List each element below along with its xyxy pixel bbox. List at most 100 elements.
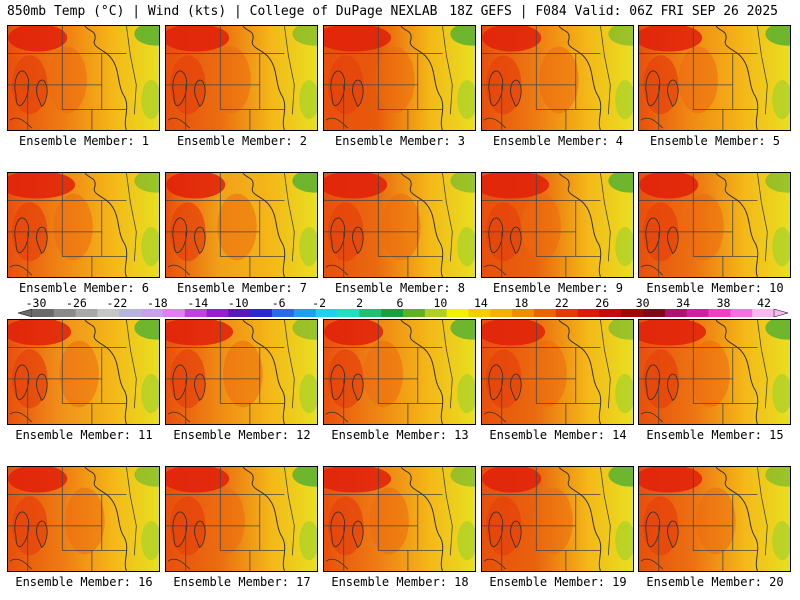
ensemble-map-panel bbox=[481, 25, 634, 131]
colorbar-tick-label: -26 bbox=[66, 296, 87, 310]
cool-patch-east bbox=[457, 79, 475, 120]
warm-tongue bbox=[539, 46, 579, 114]
cool-patch-east bbox=[141, 520, 159, 561]
ensemble-map-panel bbox=[481, 466, 634, 572]
warm-tongue bbox=[521, 193, 561, 261]
warm-tongue bbox=[369, 487, 409, 555]
colorbar-tick-label: 26 bbox=[595, 296, 610, 310]
river-line bbox=[715, 467, 759, 571]
colorbar-segment bbox=[577, 309, 600, 317]
colorbar-tick-label: 10 bbox=[433, 296, 448, 310]
hot-core bbox=[482, 467, 542, 493]
ensemble-member-label: Ensemble Member: 13 bbox=[331, 428, 469, 442]
hot-core bbox=[166, 26, 230, 52]
cool-patch bbox=[450, 173, 475, 193]
warm-tongue bbox=[53, 193, 93, 261]
river-line bbox=[400, 173, 444, 277]
cool-patch-east bbox=[141, 79, 159, 120]
ensemble-map-panel bbox=[7, 172, 160, 278]
river-line bbox=[715, 320, 759, 424]
state-borders-east bbox=[126, 173, 137, 262]
ensemble-member-label: Ensemble Member: 4 bbox=[492, 134, 624, 148]
warm-tongue bbox=[690, 340, 730, 408]
warm-tongue bbox=[59, 340, 99, 408]
terrain-contour bbox=[640, 558, 663, 570]
terrain-contour bbox=[645, 364, 661, 401]
colorbar-segment bbox=[228, 309, 251, 317]
terrain-contour bbox=[9, 264, 32, 276]
terrain-contour bbox=[36, 373, 48, 402]
ensemble-member-label: Ensemble Member: 11 bbox=[15, 428, 153, 442]
state-borders bbox=[639, 26, 758, 130]
warm-tongue bbox=[211, 46, 251, 114]
state-borders-east bbox=[126, 467, 137, 556]
state-borders bbox=[8, 320, 127, 424]
terrain-contour bbox=[167, 411, 190, 423]
cool-patch-east bbox=[772, 226, 790, 267]
terrain-contour bbox=[645, 217, 661, 254]
ensemble-member-label: Ensemble Member: 17 bbox=[173, 575, 311, 589]
ensemble-member-label: Ensemble Member: 9 bbox=[492, 281, 624, 295]
colorbar-segment bbox=[708, 309, 731, 317]
colorbar-segment bbox=[97, 309, 120, 317]
warm-tongue bbox=[678, 46, 718, 114]
cool-patch-east bbox=[772, 373, 790, 414]
terrain-contour bbox=[325, 558, 348, 570]
river-line bbox=[558, 26, 602, 130]
colorbar-tick-label: 22 bbox=[554, 296, 569, 310]
hot-core bbox=[482, 320, 546, 346]
colorbar-tick-label: 34 bbox=[676, 296, 691, 310]
state-borders-east bbox=[284, 26, 295, 115]
cool-patch-east bbox=[772, 79, 790, 120]
terrain-contour bbox=[172, 217, 188, 254]
terrain-contour bbox=[667, 373, 679, 402]
colorbar-arrow-right bbox=[773, 309, 788, 317]
state-borders-east bbox=[757, 467, 768, 556]
colorbar-tick-label: -22 bbox=[106, 296, 128, 310]
state-borders bbox=[8, 26, 127, 130]
cool-patch-east bbox=[457, 373, 475, 414]
state-borders bbox=[482, 320, 601, 424]
state-borders bbox=[324, 467, 443, 571]
ensemble-member-label: Ensemble Member: 7 bbox=[176, 281, 308, 295]
state-borders-east bbox=[600, 320, 611, 409]
colorbar-segment bbox=[141, 309, 164, 317]
ensemble-member-label: Ensemble Member: 3 bbox=[334, 134, 466, 148]
cool-patch bbox=[292, 467, 317, 487]
state-borders bbox=[482, 467, 601, 571]
terrain-contour bbox=[488, 511, 504, 548]
ensemble-member-label: Ensemble Member: 5 bbox=[649, 134, 781, 148]
hot-core bbox=[166, 173, 226, 199]
river-line bbox=[715, 173, 759, 277]
hot-core bbox=[639, 467, 703, 493]
colorbar-segment bbox=[315, 309, 338, 317]
colorbar-segment bbox=[512, 309, 535, 317]
cool-patch bbox=[608, 173, 633, 193]
river-line bbox=[242, 173, 286, 277]
colorbar-segment bbox=[403, 309, 426, 317]
ensemble-map-panel bbox=[323, 319, 476, 425]
hot-core bbox=[8, 320, 72, 346]
river-line bbox=[400, 467, 444, 571]
terrain-contour bbox=[194, 520, 206, 549]
state-borders bbox=[639, 467, 758, 571]
cool-patch-east bbox=[299, 226, 317, 267]
ensemble-map-panel bbox=[165, 319, 318, 425]
terrain-contour bbox=[645, 511, 661, 548]
river-line bbox=[715, 26, 759, 130]
ensemble-map-panel bbox=[638, 25, 791, 131]
cool-patch bbox=[134, 320, 159, 340]
colorbar-segment bbox=[643, 309, 666, 317]
terrain-contour bbox=[172, 70, 188, 107]
state-borders-east bbox=[442, 173, 453, 262]
terrain-contour bbox=[352, 373, 364, 402]
state-borders-east bbox=[126, 320, 137, 409]
warm-tongue bbox=[696, 487, 736, 555]
state-borders-east bbox=[600, 173, 611, 262]
warm-tongue bbox=[527, 340, 567, 408]
hot-core bbox=[324, 26, 392, 52]
hot-core bbox=[324, 320, 384, 346]
colorbar-tick-label: 2 bbox=[356, 296, 364, 310]
terrain-contour bbox=[9, 117, 32, 129]
state-borders-east bbox=[284, 467, 295, 556]
